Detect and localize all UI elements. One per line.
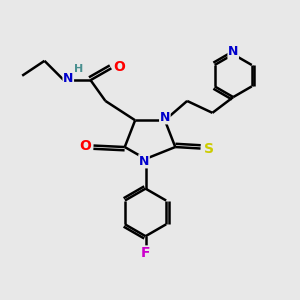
Text: N: N: [228, 45, 238, 58]
Text: O: O: [113, 60, 125, 74]
Text: N: N: [160, 111, 170, 124]
Text: N: N: [139, 155, 149, 168]
Text: H: H: [74, 64, 83, 74]
Text: O: O: [79, 139, 91, 152]
Text: F: F: [141, 246, 150, 260]
Text: N: N: [63, 72, 74, 85]
Text: S: S: [204, 142, 214, 155]
